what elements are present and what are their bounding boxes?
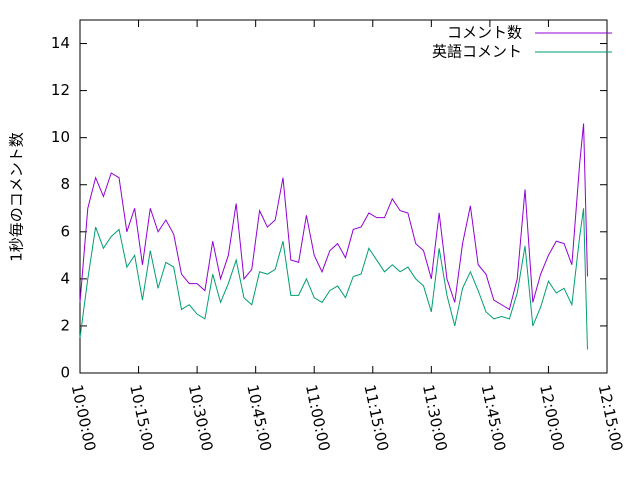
x-tick-label: 11:15:00	[360, 383, 392, 453]
x-tick-label: 12:15:00	[595, 383, 627, 453]
x-tick-label: 11:45:00	[478, 383, 510, 453]
y-axis-label: 1秒毎のコメント数	[8, 132, 26, 262]
y-tick-label: 2	[60, 316, 70, 334]
y-tick-label: 8	[60, 175, 70, 193]
legend-label: コメント数	[447, 24, 522, 42]
x-tick-label: 10:45:00	[243, 383, 275, 453]
plot-frame	[79, 19, 608, 374]
x-tick-label: 11:30:00	[419, 383, 451, 453]
series-line	[79, 123, 588, 311]
y-tick-label: 12	[51, 81, 70, 99]
y-tick-label: 4	[60, 269, 70, 287]
x-tick-label: 12:00:00	[536, 383, 568, 453]
y-tick-label: 14	[51, 34, 70, 52]
y-tick-label: 10	[51, 128, 70, 146]
legend-label: 英語コメント	[432, 43, 522, 61]
x-tick-label: 10:30:00	[185, 383, 217, 453]
x-tick-label: 11:00:00	[302, 383, 334, 453]
x-tick-label: 10:00:00	[68, 383, 100, 453]
y-tick-label: 6	[60, 222, 70, 240]
series-line	[79, 208, 588, 350]
x-tick-label: 10:15:00	[126, 383, 158, 453]
y-tick-label: 0	[60, 364, 70, 382]
